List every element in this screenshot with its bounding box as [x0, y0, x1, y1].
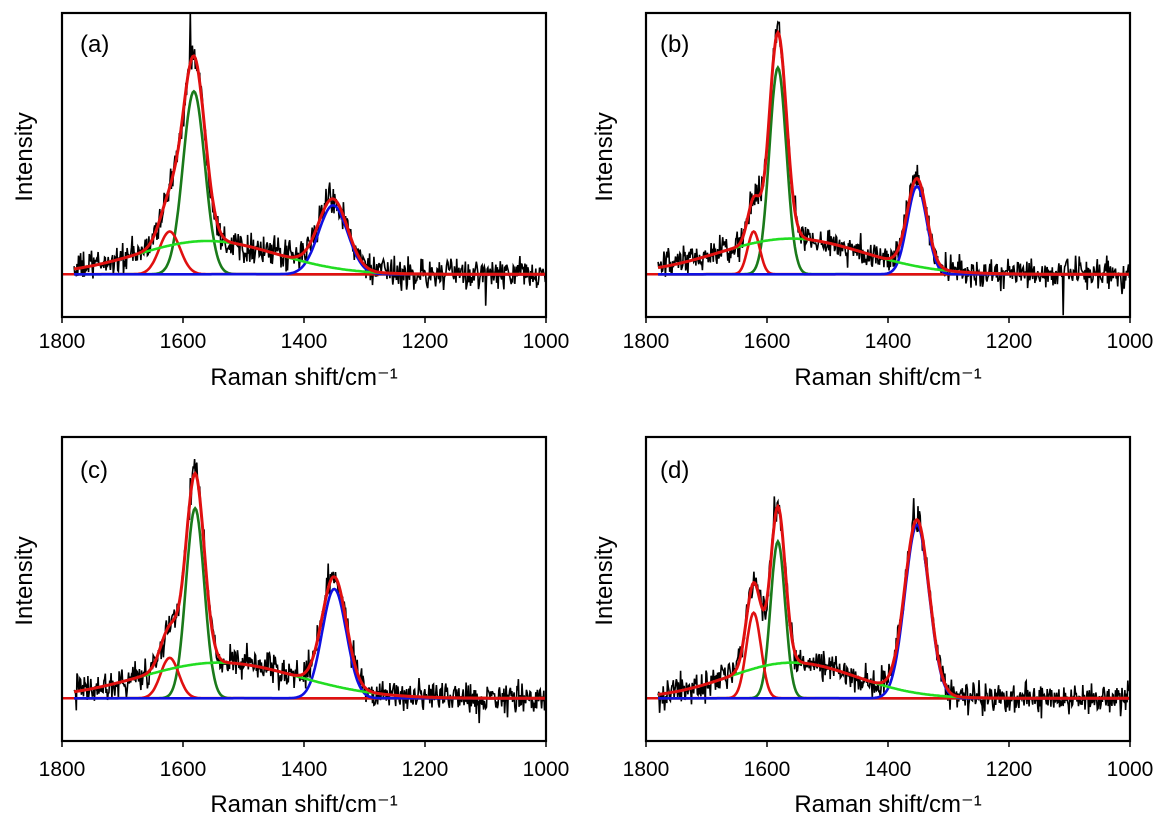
x-tick-label: 1200: [986, 330, 1033, 353]
fit-component-1-line: [658, 64, 1130, 276]
y-axis-title: Intensity: [11, 536, 38, 625]
x-tick-label: 1200: [986, 758, 1033, 781]
x-axis-title: Raman shift/cm⁻¹: [210, 364, 397, 391]
x-tick-label: 1600: [160, 330, 207, 353]
fit-component-3-line: [74, 587, 546, 700]
plot-area: [62, 13, 546, 306]
chart-panel-a: 1800 1600 1400 1200 1000 Raman shift/cm⁻¹ Inte…: [11, 11, 569, 391]
x-tick-label: 1400: [865, 330, 912, 353]
plot-area: [646, 20, 1130, 316]
plot-area: [646, 496, 1130, 719]
fit-component-3-line: [658, 523, 1130, 700]
raw-spectrum-line: [657, 20, 1130, 316]
chart-panel-c: 1800 1600 1400 1200 1000 Raman shift/cm⁻¹ Inte…: [11, 435, 570, 818]
x-tick-label: 1600: [744, 330, 791, 353]
x-tick-label: 1400: [865, 758, 912, 781]
x-axis-title: Raman shift/cm⁻¹: [210, 791, 397, 818]
x-tick-label: 1000: [523, 330, 570, 353]
x-tick-label: 1800: [39, 330, 86, 353]
total-fit-line: [657, 503, 1130, 700]
panel-label: (a): [80, 31, 109, 58]
x-tick-label: 1400: [281, 758, 328, 781]
x-tick-label: 1800: [623, 330, 670, 353]
x-tick-label: 1800: [623, 758, 670, 781]
y-axis-title: Intensity: [591, 536, 618, 625]
plot-area: [62, 458, 546, 724]
x-tick-label: 1200: [402, 758, 449, 781]
total-fit-line: [73, 471, 546, 700]
panel-label: (b): [660, 31, 689, 58]
x-tick-label: 1000: [1107, 330, 1154, 353]
raw-spectrum-line: [73, 13, 546, 306]
x-tick-label: 1800: [39, 758, 86, 781]
chart-panel-d: 1800 1600 1400 1200 1000 Raman shift/cm⁻¹ Inte…: [591, 435, 1154, 818]
x-tick-label: 1200: [402, 330, 449, 353]
x-tick-label: 1000: [523, 758, 570, 781]
total-fit-line: [657, 29, 1130, 276]
panel-label: (c): [80, 457, 108, 484]
x-tick-label: 1600: [160, 758, 207, 781]
chart-panel-b: 1800 1600 1400 1200 1000 Raman shift/cm⁻¹ Inte…: [591, 11, 1154, 391]
x-axis-title: Raman shift/cm⁻¹: [794, 364, 981, 391]
x-tick-label: 1000: [1107, 758, 1154, 781]
x-tick-label: 1600: [744, 758, 791, 781]
raw-spectrum-line: [657, 496, 1130, 719]
panel-label: (d): [660, 457, 689, 484]
total-fit-line: [73, 54, 546, 276]
x-tick-label: 1400: [281, 330, 328, 353]
y-axis-title: Intensity: [591, 112, 618, 201]
x-axis-title: Raman shift/cm⁻¹: [794, 791, 981, 818]
y-axis-title: Intensity: [11, 112, 38, 201]
